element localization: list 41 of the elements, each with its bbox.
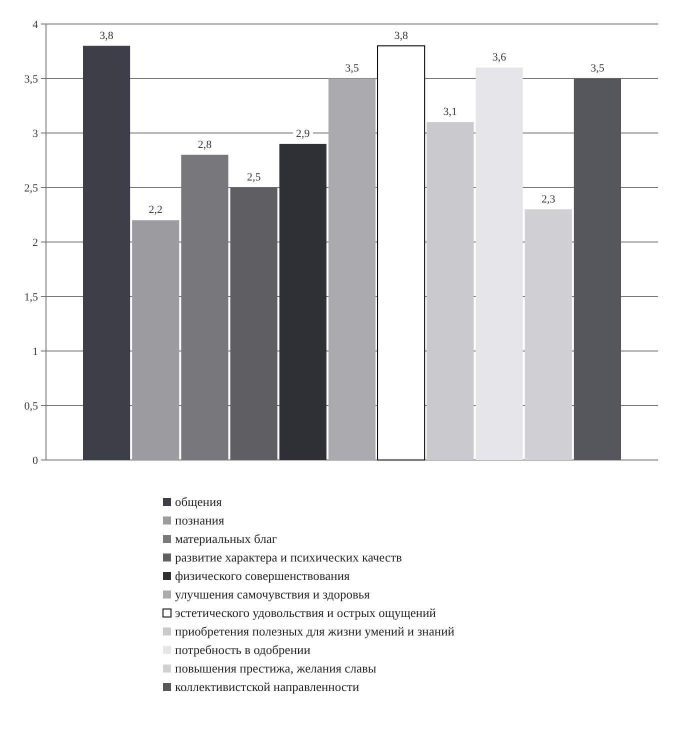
data-label: 3,6 xyxy=(492,52,507,64)
data-label: 3,8 xyxy=(394,30,408,42)
bar xyxy=(476,68,523,460)
legend-label: общения xyxy=(175,495,222,509)
legend-label: физического совершенствования xyxy=(175,569,350,583)
y-tick-label: 2,5 xyxy=(24,182,38,194)
data-label: 2,2 xyxy=(148,204,163,216)
data-label: 3,5 xyxy=(590,62,605,74)
legend-label: материальных благ xyxy=(175,532,278,546)
data-label: 3,5 xyxy=(345,62,360,74)
legend-label: развитие характера и психических качеств xyxy=(175,550,402,564)
legend-label: эстетического удовольствия и острых ощущений xyxy=(175,606,436,620)
legend-label: коллективистской направленности xyxy=(175,680,360,694)
data-label: 2,8 xyxy=(198,138,212,151)
y-tick-label: 2 xyxy=(32,236,38,249)
bar xyxy=(83,46,130,460)
legend-label: познания xyxy=(175,514,224,528)
bar xyxy=(328,78,376,460)
bar xyxy=(230,188,278,460)
bar xyxy=(377,45,426,460)
data-label: 2,9 xyxy=(296,128,310,140)
legend-label: повышения престижа, желания славы xyxy=(175,662,377,676)
data-label: 2,3 xyxy=(541,193,556,206)
y-tick-label: 3,5 xyxy=(24,73,38,86)
legend-label: приобретения полезных для жизни умений и знаний xyxy=(175,624,455,638)
data-label: 3,1 xyxy=(443,106,458,118)
y-tick-label: 3 xyxy=(32,128,38,140)
bar xyxy=(426,122,474,460)
data-label: 2,5 xyxy=(246,172,262,184)
y-tick-label: 1,5 xyxy=(24,291,38,304)
y-tick-label: 1 xyxy=(32,346,38,358)
y-tick-label: 4 xyxy=(32,18,38,31)
y-tick-label: 0 xyxy=(32,454,38,467)
legend-label: потребность в одобрении xyxy=(175,643,311,657)
y-tick-label: 0,5 xyxy=(24,400,38,412)
legend-label: улучшения самочувствия и здоровья xyxy=(175,588,370,602)
bar xyxy=(574,78,621,460)
bar xyxy=(132,220,180,460)
bar xyxy=(524,209,572,460)
data-label: 3,8 xyxy=(100,30,114,42)
bar xyxy=(279,144,326,460)
